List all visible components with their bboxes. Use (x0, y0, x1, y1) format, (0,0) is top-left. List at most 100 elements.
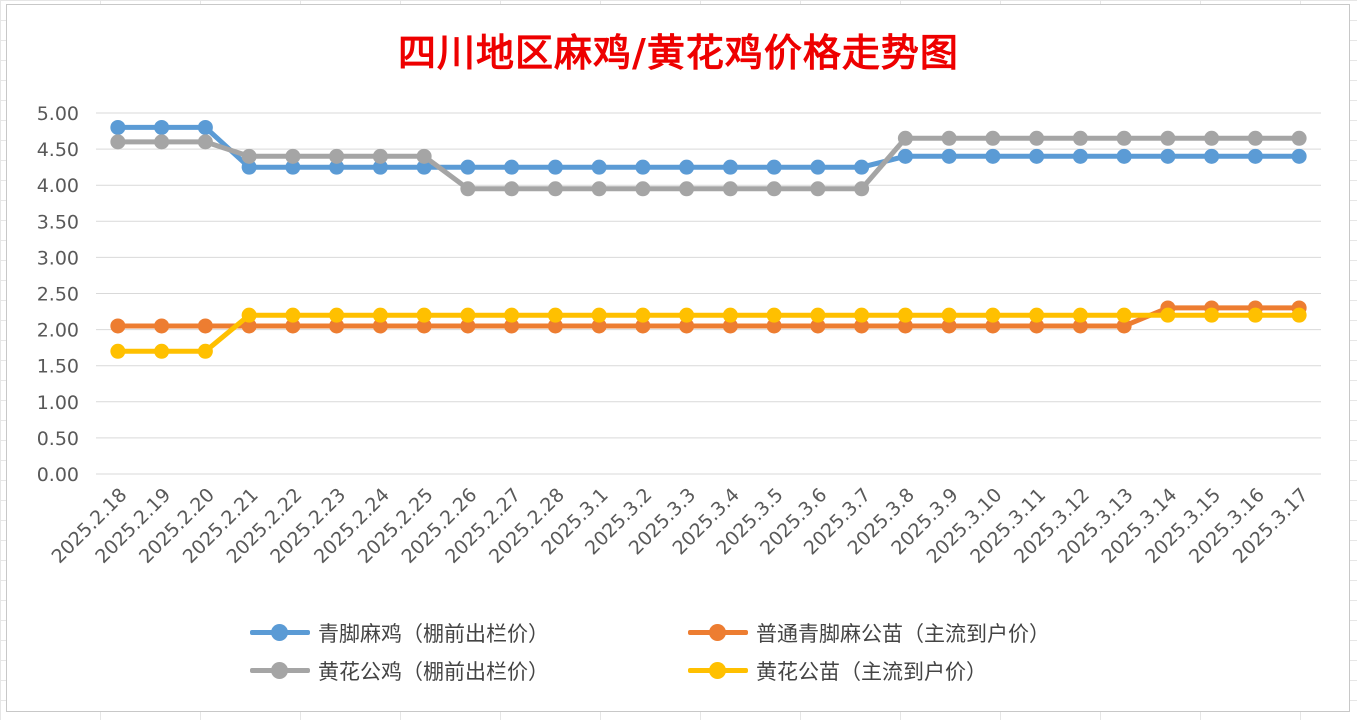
data-point (1160, 307, 1176, 323)
data-point (1072, 307, 1088, 323)
data-point (679, 181, 695, 197)
data-point (854, 181, 870, 197)
data-point (985, 130, 1001, 146)
legend-label: 普通青脚麻公苗（主流到户价） (756, 622, 1050, 646)
data-point (679, 318, 695, 334)
data-point (416, 148, 432, 164)
data-point (897, 130, 913, 146)
data-point (854, 307, 870, 323)
legend-swatch-icon (688, 654, 748, 688)
data-point (329, 159, 345, 175)
data-point (504, 181, 520, 197)
data-point (1247, 307, 1263, 323)
data-point (1160, 130, 1176, 146)
data-point (1072, 148, 1088, 164)
data-point (1204, 148, 1220, 164)
data-point (329, 318, 345, 334)
data-point (1160, 148, 1176, 164)
data-point (1116, 130, 1132, 146)
data-point (766, 159, 782, 175)
data-point (504, 307, 520, 323)
legend-item-huanghua-gongji[interactable]: 黄花公鸡（棚前出栏价） (250, 654, 549, 688)
data-point (460, 307, 476, 323)
data-point (547, 159, 563, 175)
data-point (154, 119, 170, 135)
series-1 (110, 300, 1307, 334)
data-point (372, 318, 388, 334)
chart-area[interactable] (6, 4, 1350, 712)
data-point (941, 307, 957, 323)
y-tick-label: 1.50 (37, 356, 79, 378)
data-point (1247, 130, 1263, 146)
data-point (1029, 130, 1045, 146)
legend-label: 黄花公鸡（棚前出栏价） (318, 660, 549, 684)
data-point (1116, 318, 1132, 334)
data-point (591, 307, 607, 323)
data-point (285, 148, 301, 164)
y-tick-label: 4.50 (37, 139, 79, 161)
data-point (197, 343, 213, 359)
data-point (1116, 307, 1132, 323)
y-tick-label: 3.50 (37, 211, 79, 233)
data-point (897, 148, 913, 164)
data-point (110, 119, 126, 135)
data-point (722, 181, 738, 197)
data-point (1116, 148, 1132, 164)
data-point (635, 181, 651, 197)
x-axis-tick-labels: 2025.2.182025.2.192025.2.202025.2.212025… (47, 484, 1312, 568)
y-tick-label: 0.50 (37, 428, 79, 450)
data-point (372, 159, 388, 175)
data-point (810, 307, 826, 323)
legend-item-qingjiao-gongmiao[interactable]: 普通青脚麻公苗（主流到户价） (688, 616, 1050, 650)
data-point (504, 159, 520, 175)
data-point (810, 181, 826, 197)
data-point (372, 148, 388, 164)
series-line (115, 305, 1302, 329)
data-point (504, 318, 520, 334)
legend-item-huanghua-gongmiao[interactable]: 黄花公苗（主流到户价） (688, 654, 987, 688)
data-point (591, 159, 607, 175)
data-point (722, 159, 738, 175)
data-point (766, 318, 782, 334)
data-point (679, 307, 695, 323)
data-point (985, 318, 1001, 334)
data-point (1291, 307, 1307, 323)
data-point (460, 318, 476, 334)
data-point (329, 307, 345, 323)
data-point (722, 307, 738, 323)
data-point (1029, 318, 1045, 334)
data-point (416, 307, 432, 323)
legend-item-qingjiao-maji[interactable]: 青脚麻鸡（棚前出栏价） (250, 616, 549, 650)
data-point (197, 119, 213, 135)
data-point (110, 318, 126, 334)
data-point (154, 343, 170, 359)
data-point (416, 318, 432, 334)
data-point (460, 181, 476, 197)
data-point (941, 148, 957, 164)
data-point (679, 159, 695, 175)
data-point (635, 159, 651, 175)
data-point (416, 159, 432, 175)
legend-swatch-icon (250, 654, 310, 688)
legend: 青脚麻鸡（棚前出栏价） 普通青脚麻公苗（主流到户价） 黄花公鸡（棚前出栏价） 黄… (250, 616, 1150, 696)
data-point (372, 307, 388, 323)
data-point (722, 318, 738, 334)
data-point (241, 148, 257, 164)
y-tick-label: 3.00 (37, 247, 79, 269)
data-point (197, 318, 213, 334)
y-tick-label: 2.50 (37, 284, 79, 306)
legend-swatch-icon (250, 616, 310, 650)
legend-marker (271, 624, 288, 641)
data-point (635, 318, 651, 334)
data-point (941, 130, 957, 146)
data-point (285, 159, 301, 175)
data-point (1291, 130, 1307, 146)
chart-title: 四川地区麻鸡/黄花鸡价格走势图 (398, 30, 959, 75)
data-point (154, 134, 170, 150)
data-point (1072, 318, 1088, 334)
data-point (985, 148, 1001, 164)
data-point (810, 159, 826, 175)
legend-label: 黄花公苗（主流到户价） (756, 660, 987, 684)
data-point (241, 159, 257, 175)
